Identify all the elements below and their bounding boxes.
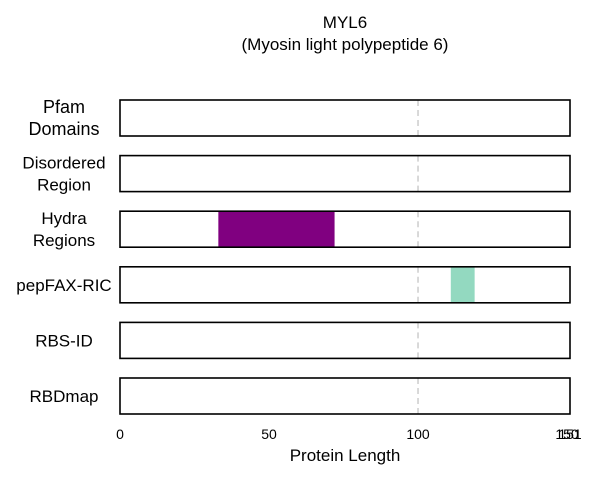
track-3: pepFAX-RIC xyxy=(16,265,571,304)
track-1-frame xyxy=(119,154,571,193)
track-2: Hydra Regions xyxy=(33,209,571,250)
track-0-frame xyxy=(119,99,571,137)
track-label-1: Disordered Region xyxy=(22,154,105,195)
track-label-2-line-0: Hydra xyxy=(41,209,87,228)
chart-subtitle: (Myosin light polypeptide 6) xyxy=(242,35,449,54)
x-tick-label-4: 151 xyxy=(558,426,582,442)
track-2-segment-0 xyxy=(218,211,335,248)
x-tick-label-2: 100 xyxy=(406,426,430,442)
track-label-3-line-0: pepFAX-RIC xyxy=(16,276,111,295)
track-label-1-line-0: Disordered xyxy=(22,154,105,173)
track-label-4-line-0: RBS-ID xyxy=(35,331,93,350)
x-axis-label: Protein Length xyxy=(290,446,401,465)
track-label-4: RBS-ID xyxy=(35,331,93,350)
track-label-0: Pfam Domains xyxy=(28,97,99,139)
track-0: Pfam Domains xyxy=(28,97,571,139)
track-1: Disordered Region xyxy=(22,154,571,195)
track-5: RBDmap xyxy=(30,377,571,415)
chart-title: MYL6 xyxy=(323,13,367,32)
track-3-segment-0 xyxy=(450,266,475,303)
track-label-2-line-1: Regions xyxy=(33,231,95,250)
track-label-5: RBDmap xyxy=(30,387,99,406)
x-tick-label-1: 50 xyxy=(261,426,277,442)
track-5-frame xyxy=(119,377,571,415)
track-label-0-line-1: Domains xyxy=(28,119,99,139)
track-label-3: pepFAX-RIC xyxy=(16,276,111,295)
track-2-frame xyxy=(119,210,571,248)
track-label-0-line-0: Pfam xyxy=(43,97,85,117)
track-4-frame xyxy=(119,321,571,360)
track-label-1-line-1: Region xyxy=(37,176,91,195)
track-4: RBS-ID xyxy=(35,321,571,360)
x-tick-label-3: 150 xyxy=(555,426,579,442)
x-tick-label-0: 0 xyxy=(116,426,124,442)
track-label-2: Hydra Regions xyxy=(33,209,95,250)
track-3-frame xyxy=(119,265,571,304)
tracks-group: Pfam Domains Disordered Region Hydra Regions p… xyxy=(16,97,571,415)
track-label-5-line-0: RBDmap xyxy=(30,387,99,406)
